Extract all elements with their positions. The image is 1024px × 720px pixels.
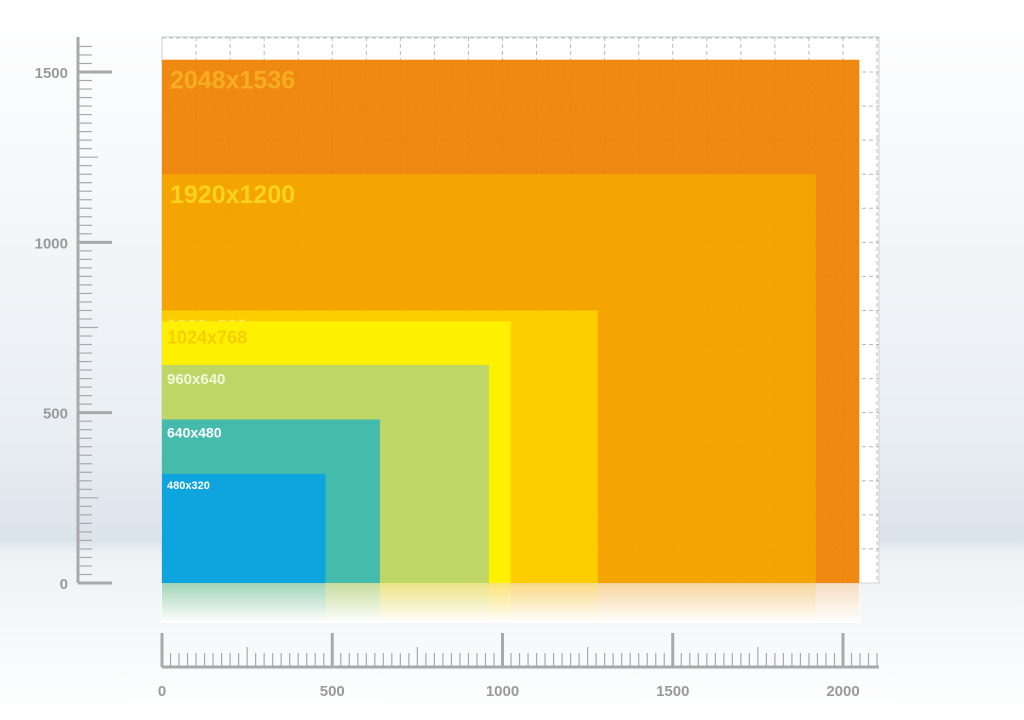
- x-tick-label: 0: [158, 683, 166, 700]
- resolution-label: 2048x1536: [170, 67, 295, 95]
- resolution-label: 1024x768: [167, 327, 247, 347]
- resolution-label: 480x320: [167, 480, 210, 492]
- y-tick-label: 1500: [35, 65, 68, 82]
- x-tick-label: 500: [320, 683, 345, 700]
- y-axis: 0 500 1000 1500: [35, 37, 112, 593]
- reflection: [161, 583, 861, 623]
- resolution-rects: 2048x15361920x12001280x8001024x768960x64…: [162, 59, 860, 583]
- resolution-label: 640x480: [167, 424, 222, 440]
- resolution-label: 1920x1200: [170, 181, 295, 209]
- resolution-label: 960x640: [167, 371, 225, 388]
- y-tick-label: 500: [43, 406, 68, 423]
- resolution-rect-480x320: [162, 473, 326, 583]
- reflection-fade: [161, 583, 861, 623]
- x-tick-label: 1500: [656, 683, 689, 700]
- x-tick-label: 1000: [486, 683, 519, 700]
- y-tick-label: 1000: [35, 235, 68, 252]
- x-tick-label: 2000: [826, 683, 859, 700]
- y-tick-label: 0: [60, 576, 68, 593]
- x-axis: 0 500 1000 1500 2000: [158, 633, 879, 700]
